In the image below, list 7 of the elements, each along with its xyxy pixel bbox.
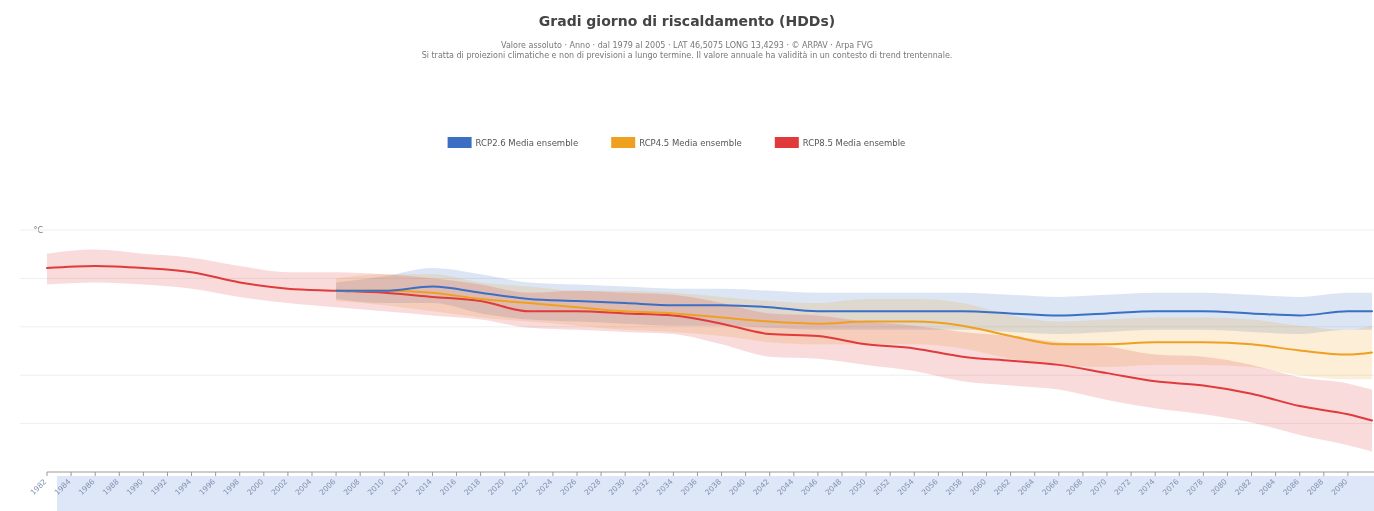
chart-subtitle: Valore assoluto · Anno · dal 1979 al 2005 · LAT 46,5075 LONG 13,4293 · © ARPAV · Arpa FVG bbox=[501, 41, 873, 50]
legend-label: RCP4.5 Media ensemble bbox=[639, 138, 742, 148]
legend-label: RCP8.5 Media ensemble bbox=[802, 138, 906, 148]
legend-label: RCP2.6 Media ensemble bbox=[475, 138, 579, 148]
text: Si tratta di proiezioni climatiche e non di previsioni a lungo termine. Il valore annuale ha validità in un contesto di trend trentennale. bbox=[421, 51, 953, 60]
y-axis-title: °C bbox=[33, 226, 44, 235]
chart-title: Gradi giorno di riscaldamento (HDDs) bbox=[538, 13, 836, 29]
